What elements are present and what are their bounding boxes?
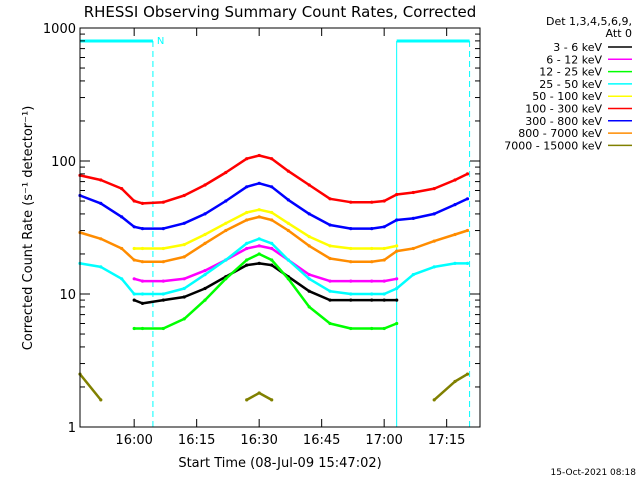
series-line-25-50-kev [79, 237, 468, 296]
series-line-7000-15000-kev [433, 373, 469, 401]
series-line-3-6-kev [133, 262, 397, 305]
legend-header-line-1: Det 1,3,4,5,6,9, [546, 15, 632, 28]
legend-label: 800 - 7000 keV [518, 127, 602, 140]
series-line-7000-15000-kev [246, 391, 273, 401]
series-line-7000-15000-kev [79, 373, 102, 401]
legend-label: 300 - 800 keV [525, 115, 602, 128]
y-axis-label: Corrected Count Rate (s⁻¹ detector⁻¹) [21, 106, 36, 351]
footer-timestamp: 15-Oct-2021 08:18 [551, 468, 637, 478]
x-tick-label: 16:45 [303, 433, 340, 448]
series-line-50-100-kev [134, 208, 397, 250]
x-tick-label: 17:00 [365, 433, 402, 448]
series-lines [78, 153, 470, 402]
legend-label: 25 - 50 keV [539, 78, 602, 91]
plot-frame [79, 27, 481, 428]
legend-label: 3 - 6 keV [553, 41, 602, 54]
legend-label: 7000 - 15000 keV [504, 139, 602, 152]
y-tick-label: 1 [68, 421, 76, 436]
y-tick-label: 10 [59, 288, 76, 303]
y-axis: 1 10 100 1000 [43, 22, 480, 436]
y-tick-label: 100 [51, 155, 76, 170]
legend-label: 12 - 25 keV [539, 66, 602, 79]
x-tick-label: 16:30 [240, 433, 277, 448]
legend-label: 100 - 300 keV [525, 103, 602, 116]
x-tick-label: 16:15 [178, 433, 215, 448]
legend-label: 6 - 12 keV [546, 53, 602, 66]
legend-header-line-2: Att 0 [606, 27, 632, 40]
y-tick-label: 1000 [43, 22, 76, 37]
x-tick-label: 16:00 [115, 433, 152, 448]
x-axis-label: Start Time (08-Jul-09 15:47:02) [178, 456, 381, 471]
chart-title: RHESSI Observing Summary Count Rates, Co… [84, 3, 477, 21]
series-line-12-25-kev [134, 252, 398, 330]
series-line-300-800-kev [79, 182, 469, 230]
legend-label: 50 - 100 keV [532, 90, 602, 103]
x-axis: 16:00 16:15 16:30 16:45 17:00 17:15 [115, 28, 465, 448]
series-line-100-300-kev [79, 154, 469, 205]
x-tick-label: 17:15 [428, 433, 465, 448]
series-line-800-7000-kev [79, 215, 468, 263]
night-marker-label: N [157, 36, 164, 47]
series-line-6-12-kev [133, 244, 397, 283]
